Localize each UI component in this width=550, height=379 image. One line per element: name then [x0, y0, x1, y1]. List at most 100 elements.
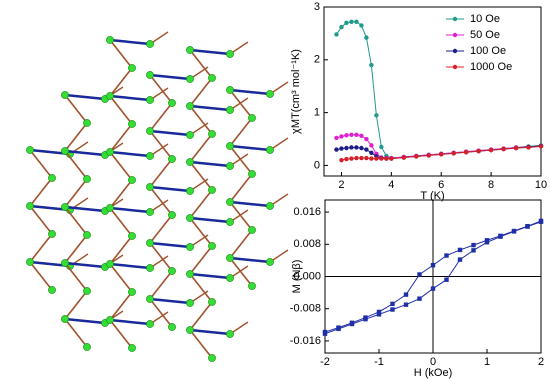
bond [29, 177, 53, 207]
marker [369, 62, 374, 68]
atom [106, 260, 114, 268]
y-axis-label: M (Nβ) [291, 260, 303, 294]
atom [208, 298, 216, 306]
atom [226, 142, 234, 150]
x-tick-label: 2 [338, 179, 344, 191]
atom [146, 208, 154, 216]
marker [334, 32, 339, 37]
marker [339, 146, 344, 151]
atom [226, 218, 234, 226]
marker [334, 147, 339, 152]
marker [334, 135, 339, 141]
marker [349, 321, 355, 327]
rung [149, 297, 191, 305]
plot-frame [323, 6, 542, 177]
atom [83, 231, 91, 239]
atom [146, 127, 154, 135]
legend-label: 100 Oe [470, 45, 506, 57]
rung [64, 205, 106, 213]
bond [189, 133, 213, 163]
y-tick-label: 1 [314, 107, 320, 119]
bond [189, 189, 213, 219]
x-tick-label: 10 [535, 179, 547, 191]
bond [229, 117, 253, 147]
atom [128, 176, 136, 184]
atom [48, 230, 56, 238]
marker [403, 302, 409, 307]
atom [48, 286, 56, 294]
bond [189, 301, 213, 331]
x-tick-label: -1 [374, 356, 384, 368]
marker [513, 145, 519, 151]
marker [376, 312, 382, 317]
rung [229, 256, 271, 264]
x-tick-label: 1 [484, 356, 490, 368]
x-tick-label: 2 [538, 356, 544, 368]
bond [109, 123, 133, 153]
bond [149, 130, 173, 160]
rung [109, 38, 151, 46]
marker [374, 113, 379, 118]
atom [83, 175, 91, 183]
marker [359, 145, 364, 151]
marker [476, 148, 481, 154]
rung [189, 104, 231, 112]
bond [149, 214, 173, 244]
marker [344, 20, 349, 26]
marker [390, 307, 395, 312]
x-tick-label: 0 [430, 356, 436, 368]
atom [106, 36, 114, 44]
bond [189, 77, 213, 107]
y-tick-label: 0.008 [293, 238, 321, 250]
marker [359, 133, 364, 139]
marker [488, 147, 494, 153]
bond [149, 102, 173, 132]
atom [266, 258, 274, 266]
rung [149, 241, 191, 249]
marker [359, 23, 364, 28]
atom [128, 64, 136, 72]
marker [430, 286, 436, 291]
legend-marker [452, 48, 458, 54]
atom [208, 186, 216, 194]
x-tick-label: 4 [388, 179, 394, 191]
marker [511, 229, 517, 234]
marker [369, 150, 374, 155]
rung [109, 94, 151, 102]
bond [189, 245, 213, 275]
bond [229, 145, 253, 175]
bond [229, 89, 253, 119]
bond [64, 206, 88, 236]
marker [501, 146, 506, 152]
marker [526, 145, 531, 150]
marker [354, 145, 359, 150]
crystal-structure [26, 31, 289, 362]
bond [149, 186, 173, 216]
atom [186, 187, 194, 195]
bond [64, 290, 88, 320]
rung [189, 48, 231, 56]
bond [149, 158, 173, 188]
marker [414, 154, 419, 159]
bond [29, 149, 53, 179]
rung [109, 318, 151, 326]
marker [457, 257, 463, 262]
marker [349, 132, 354, 138]
atom [208, 130, 216, 138]
atom [186, 46, 194, 54]
marker [538, 144, 544, 149]
atom [266, 202, 274, 210]
y-tick-label: -0.008 [290, 303, 321, 315]
marker [439, 152, 444, 157]
atom [168, 99, 176, 107]
atom [106, 204, 114, 212]
atom [208, 354, 216, 362]
atom [226, 86, 234, 94]
bond [64, 318, 88, 348]
atom [61, 147, 69, 155]
marker [374, 156, 379, 161]
rung [64, 93, 106, 101]
marker [471, 248, 476, 253]
atom [266, 146, 274, 154]
marker [498, 234, 503, 239]
